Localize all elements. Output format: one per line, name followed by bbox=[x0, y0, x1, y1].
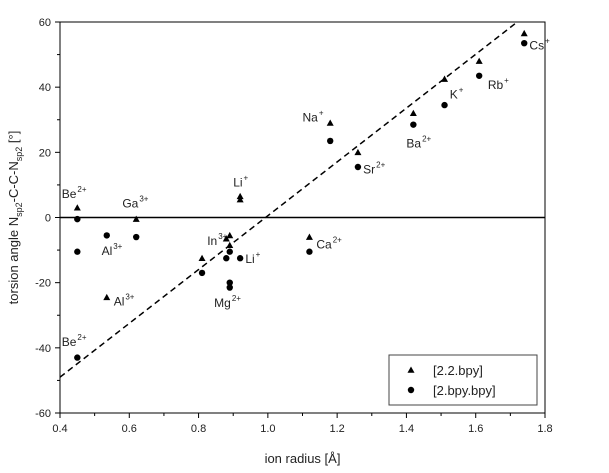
axes: 0.4 0.6 0.8 1.0 1.2 1.4 1.6 1.8 -60 -40 -20 0 20 40 60 bbox=[35, 17, 553, 435]
y-tick-label: -40 bbox=[35, 343, 51, 355]
triangle-point bbox=[226, 241, 234, 248]
circle-point bbox=[475, 72, 483, 79]
trend-line bbox=[60, 22, 518, 378]
legend-box bbox=[388, 354, 538, 406]
x-tick-label: 1.4 bbox=[399, 423, 414, 435]
annotation-mg2: Mg2+ bbox=[214, 294, 241, 310]
x-tick-label: 0.8 bbox=[191, 423, 206, 435]
circle-point bbox=[521, 39, 528, 47]
x-tick-label: 0.6 bbox=[122, 423, 137, 435]
circle-point bbox=[226, 284, 233, 291]
annotation-li-upper: Li+ bbox=[233, 174, 248, 190]
circle-point bbox=[103, 232, 110, 239]
triangle-point bbox=[73, 204, 81, 211]
x-axis-title: ion radius [Å] bbox=[265, 451, 341, 466]
axis-titles: ion radius [Å] torsion angle Nsp2-C-C-Nsp… bbox=[6, 131, 340, 466]
triangle-point bbox=[222, 235, 230, 242]
plot-area bbox=[60, 22, 545, 378]
legend-triangle-marker bbox=[407, 366, 415, 373]
triangle-point bbox=[226, 231, 234, 239]
triangle-point bbox=[236, 196, 244, 203]
legend-circle-marker bbox=[407, 386, 415, 394]
legend: [2.2.bpy] [2.bpy.bpy] bbox=[388, 354, 538, 406]
triangle-point bbox=[236, 192, 244, 200]
circle-point bbox=[441, 101, 448, 109]
annotation-al3-upper: Al3+ bbox=[102, 242, 123, 258]
circle-point bbox=[74, 354, 81, 361]
circle-point bbox=[236, 255, 244, 262]
triangle-point bbox=[326, 119, 334, 126]
y-tick-label: 60 bbox=[39, 17, 51, 29]
y-tick-label: 40 bbox=[39, 82, 51, 94]
annotation-al3-lower: Al3+ bbox=[114, 292, 135, 308]
y-axis-title: torsion angle Nsp2-C-C-Nsp2 [°] bbox=[6, 131, 24, 305]
legend-label: [2.2.bpy] bbox=[433, 363, 483, 378]
annotation-cs: Cs+ bbox=[529, 37, 550, 53]
circle-point bbox=[226, 279, 233, 286]
triangle-point bbox=[132, 215, 140, 222]
x-tick-label: 1.8 bbox=[537, 423, 552, 435]
x-tick-label: 1.0 bbox=[260, 423, 275, 435]
y-tick-label: -60 bbox=[35, 408, 51, 420]
triangle-point bbox=[305, 233, 313, 240]
circle-point bbox=[198, 269, 206, 277]
circle-point bbox=[410, 121, 417, 128]
annotation-rb: Rb+ bbox=[488, 76, 509, 92]
annotation-k: K+ bbox=[450, 86, 464, 102]
x-tick-label: 1.6 bbox=[468, 423, 483, 435]
triangle-point bbox=[409, 109, 417, 117]
annotation-ba2: Ba2+ bbox=[406, 134, 431, 150]
triangle-point bbox=[198, 254, 206, 262]
x-tick-label: 1.2 bbox=[329, 423, 344, 435]
y-tick-label: -20 bbox=[35, 278, 51, 290]
annotation-in3: In3+ bbox=[207, 232, 227, 248]
x-tick-label: 0.4 bbox=[52, 423, 67, 435]
annotation-be2-upper: Be2+ bbox=[62, 185, 87, 201]
annotation-ga3: Ga3+ bbox=[122, 195, 148, 211]
triangle-point bbox=[475, 57, 483, 64]
circle-point bbox=[133, 233, 140, 241]
annotation-be2-lower: Be2+ bbox=[62, 333, 87, 349]
y-tick-label: 0 bbox=[45, 213, 51, 225]
triangle-point bbox=[354, 148, 362, 156]
circle-point bbox=[223, 255, 230, 262]
y-tick-label: 20 bbox=[39, 147, 51, 159]
annotation-na: Na+ bbox=[303, 108, 324, 124]
circle-point bbox=[74, 215, 81, 223]
circle-point bbox=[354, 163, 362, 171]
annotation-ca2: Ca2+ bbox=[316, 235, 342, 251]
annotation-li-lower: Li+ bbox=[245, 250, 260, 266]
triangle-point bbox=[441, 75, 449, 82]
annotation-sr2: Sr2+ bbox=[363, 161, 385, 177]
triangle-point bbox=[103, 293, 111, 301]
circle-point bbox=[74, 248, 81, 255]
data-marks bbox=[73, 29, 528, 361]
annotations: Be2+ Ga3+ Al3+ Al3+ Be2+ Li+ In3+ Li+ Mg2+ Ca2+ Na… bbox=[62, 37, 550, 350]
circle-point bbox=[306, 248, 313, 255]
circle-point bbox=[327, 137, 334, 145]
circle-point bbox=[226, 248, 233, 255]
triangle-point bbox=[520, 29, 528, 37]
legend-label: [2.bpy.bpy] bbox=[433, 383, 496, 398]
